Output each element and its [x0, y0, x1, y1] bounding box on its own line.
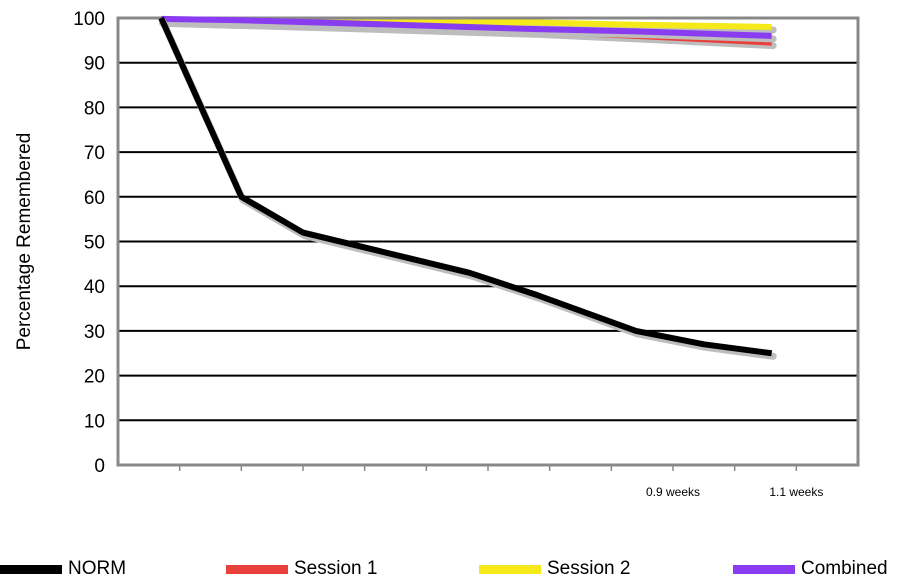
plot-frame	[116, 16, 860, 467]
y-axis-label: Percentage Remembered	[14, 133, 35, 351]
series-line-norm	[158, 16, 773, 357]
legend-label: Combined	[801, 558, 888, 579]
legend-swatch	[0, 564, 62, 574]
legend-item: NORM	[0, 556, 126, 582]
legend-swatch	[733, 564, 795, 574]
y-tick-label: 90	[84, 54, 105, 75]
series-shadow	[159, 17, 777, 360]
y-axis-tick-labels: 0 10 20 30 40 50 60 70 80 90 100	[73, 9, 105, 477]
legend-label: Session 1	[294, 558, 378, 579]
legend-swatch	[226, 564, 288, 574]
y-tick-label: 60	[84, 188, 105, 209]
x-tick-label: 1.1 weeks	[769, 485, 823, 499]
legend-item: Session 2	[479, 556, 630, 582]
y-tick-label: 100	[73, 9, 105, 30]
legend: NORM Session 1 Session 2 Combined	[0, 556, 904, 582]
line-chart: 0 10 20 30 40 50 60 70 80 90 100 0.9 weeks 1.1 week…	[14, 9, 860, 499]
gridlines	[118, 61, 858, 466]
y-tick-label: 40	[84, 277, 105, 298]
y-tick-label: 50	[84, 233, 105, 254]
y-tick-label: 30	[84, 322, 105, 343]
legend-item: Combined	[733, 556, 888, 582]
x-axis-tick-labels: 0.9 weeks 1.1 weeks	[646, 485, 823, 499]
x-tick-label: 0.9 weeks	[646, 485, 700, 499]
y-tick-label: 20	[84, 367, 105, 388]
y-tick-label: 70	[84, 143, 105, 164]
series-lines	[158, 15, 777, 360]
legend-swatch	[479, 564, 541, 574]
series-line-combined	[161, 15, 772, 39]
y-tick-label: 0	[94, 456, 105, 477]
legend-label: Session 2	[547, 558, 631, 579]
y-tick-label: 80	[84, 98, 105, 119]
y-tick-label: 10	[84, 411, 105, 432]
legend-item: Session 1	[226, 556, 377, 582]
legend-label: NORM	[68, 558, 127, 579]
